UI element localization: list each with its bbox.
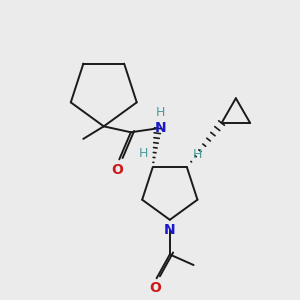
Text: H: H xyxy=(139,147,148,160)
Text: N: N xyxy=(155,121,167,135)
Text: O: O xyxy=(149,281,161,295)
Text: H: H xyxy=(156,106,165,119)
Text: H: H xyxy=(193,148,202,160)
Text: N: N xyxy=(164,223,176,237)
Text: O: O xyxy=(112,163,124,177)
